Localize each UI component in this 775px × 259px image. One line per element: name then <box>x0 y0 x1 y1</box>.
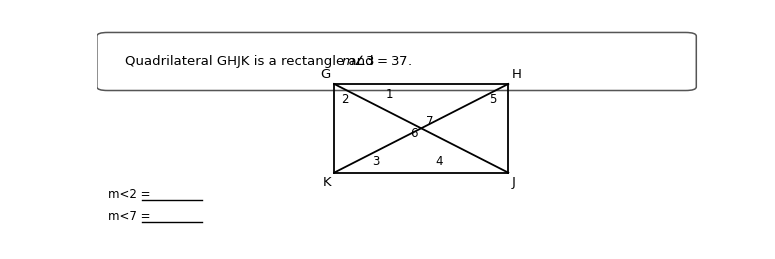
Text: 6: 6 <box>411 127 418 140</box>
FancyBboxPatch shape <box>97 32 696 90</box>
Text: m<7 =: m<7 = <box>108 210 150 223</box>
Text: m<2 =: m<2 = <box>108 188 150 201</box>
Text: G: G <box>321 68 331 81</box>
Text: 5: 5 <box>489 93 496 106</box>
Text: K: K <box>322 176 331 189</box>
Text: Quadrilateral GHJK is a rectangle and: Quadrilateral GHJK is a rectangle and <box>125 55 377 68</box>
Text: J: J <box>512 176 515 189</box>
Text: H: H <box>512 68 522 81</box>
Text: 7: 7 <box>426 115 434 128</box>
Text: 2: 2 <box>341 93 348 106</box>
Text: $m\angle 3=37$.: $m\angle 3=37$. <box>341 54 412 68</box>
Text: 4: 4 <box>435 155 443 168</box>
Text: 3: 3 <box>372 155 380 168</box>
Text: 1: 1 <box>386 88 394 101</box>
